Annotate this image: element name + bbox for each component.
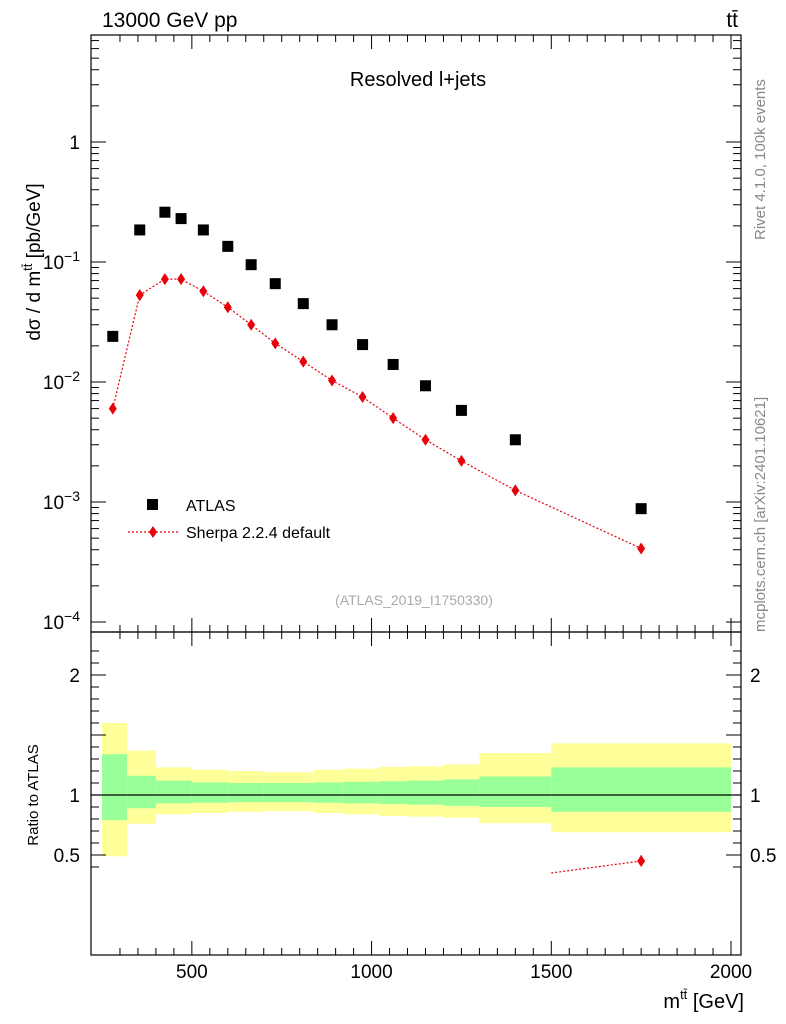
- mc-point: [358, 390, 367, 403]
- mc-point: [135, 289, 144, 302]
- main-y-tick-label: 10−1: [43, 248, 80, 274]
- mc-point: [247, 318, 256, 331]
- stat-uncertainty-band-0: [102, 754, 128, 821]
- stat-uncertainty-band-3: [191, 782, 228, 803]
- plot-title: Resolved l+jets: [350, 69, 486, 91]
- rivet-label: Rivet 4.1.0, 100k events: [752, 79, 769, 240]
- data-point: [387, 358, 399, 370]
- data-point: [159, 206, 171, 218]
- x-tick-label: 500: [176, 962, 208, 983]
- process-label: 13000 GeV pp: [102, 9, 237, 32]
- stat-uncertainty-band-11: [479, 776, 552, 807]
- data-point: [509, 434, 521, 446]
- stat-uncertainty-band-2: [155, 780, 192, 804]
- ratio-y-tick-label-right: 1: [750, 786, 761, 807]
- legend-mc-marker: [149, 526, 157, 538]
- mc-point: [271, 337, 280, 350]
- ratio-y-tick-label-right: 2: [750, 666, 761, 687]
- data-point: [455, 404, 467, 416]
- mc-ratio-line: [551, 860, 642, 874]
- legend-mc-label: Sherpa 2.2.4 default: [186, 525, 331, 542]
- legend: ATLAS Sherpa 2.2.4 default: [128, 498, 331, 542]
- data-point: [269, 278, 281, 290]
- mc-point: [177, 273, 186, 286]
- ratio-panel-frame: [90, 631, 742, 956]
- x-tick-label: 1000: [350, 962, 392, 983]
- mc-point: [421, 433, 430, 446]
- ratio-y-tick-label-left: 2: [69, 666, 80, 687]
- stat-uncertainty-band-9: [407, 780, 444, 805]
- mc-point: [199, 285, 208, 298]
- stat-uncertainty-band-1: [127, 775, 156, 809]
- ratio-y-tick-label-right: 0.5: [750, 846, 776, 867]
- ratio-y-tick-label-left: 0.5: [54, 846, 80, 867]
- ratio-bands: [102, 723, 731, 857]
- mc-series: [108, 273, 646, 555]
- mc-point: [299, 355, 308, 368]
- data-point: [326, 319, 338, 331]
- data-point: [222, 240, 234, 252]
- main-ylabel: dσ / d mtt̄ [pb/GeV]: [20, 183, 45, 340]
- data-point: [175, 213, 187, 225]
- ratio-xlabel: mtt̄ [GeV]: [663, 987, 744, 1013]
- stat-uncertainty-band-12: [551, 767, 731, 812]
- data-point: [107, 330, 119, 342]
- mc-point: [108, 402, 117, 415]
- data-point: [419, 380, 431, 392]
- stat-uncertainty-band-4: [227, 783, 264, 803]
- ratio-y-tick-label-left: 1: [69, 786, 80, 807]
- mc-point: [511, 484, 520, 497]
- data-point: [134, 224, 146, 236]
- stat-uncertainty-band-5: [263, 783, 315, 803]
- data-point: [357, 339, 369, 351]
- stat-uncertainty-band-10: [443, 779, 480, 806]
- main-y-tick-label: 1: [69, 133, 80, 154]
- data-series: [107, 206, 647, 515]
- data-point: [635, 503, 647, 515]
- legend-data-label: ATLAS: [186, 498, 236, 515]
- channel-label: tt̄: [726, 9, 738, 32]
- main-y-tick-label: 10−2: [43, 368, 80, 394]
- mcplots-label: mcplots.cern.ch [arXiv:2401.10621]: [752, 396, 769, 632]
- axis-tick-labels: 1 10−1 10−2 10−3 10−4 0.5 0.5 1 1 2 2 500 1000 1500 20…: [43, 133, 777, 983]
- data-point: [197, 224, 209, 236]
- ratio-ylabel: Ratio to ATLAS: [25, 744, 42, 845]
- mc-ratio-point: [637, 855, 646, 867]
- data-point: [297, 298, 309, 310]
- x-tick-label: 2000: [710, 962, 752, 983]
- stat-uncertainty-band-7: [342, 781, 379, 804]
- mc-point: [637, 542, 646, 555]
- mc-ratio-series: [551, 855, 646, 874]
- main-y-tick-label: 10−4: [43, 608, 80, 634]
- main-y-tick-label: 10−3: [43, 488, 80, 514]
- stat-uncertainty-band-6: [314, 782, 343, 803]
- main-panel-frame: [90, 34, 742, 633]
- mc-line: [112, 278, 642, 550]
- mc-point: [223, 301, 232, 314]
- mc-point: [389, 412, 398, 425]
- analysis-id: (ATLAS_2019_I1750330): [335, 592, 493, 608]
- legend-data-marker: [147, 499, 158, 510]
- mc-point: [160, 273, 169, 286]
- data-point: [245, 259, 257, 271]
- x-tick-label: 1500: [530, 962, 572, 983]
- stat-uncertainty-band-8: [378, 781, 408, 804]
- mc-point: [457, 454, 466, 467]
- mc-point: [328, 374, 337, 387]
